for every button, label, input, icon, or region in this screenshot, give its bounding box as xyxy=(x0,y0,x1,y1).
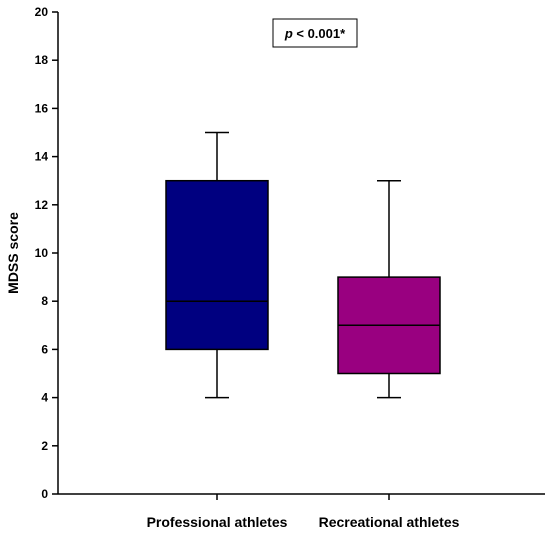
y-tick-label: 18 xyxy=(35,53,49,67)
p-symbol: p xyxy=(284,26,293,41)
p-value-annotation: p < 0.001* xyxy=(272,18,358,48)
y-tick-label: 16 xyxy=(35,101,49,115)
y-axis: 0 2 4 6 8 10 12 14 16 18 20 xyxy=(35,5,59,501)
y-axis-title: MDSS score xyxy=(5,212,21,294)
iqr-box xyxy=(165,179,269,351)
y-tick-label: 14 xyxy=(35,150,49,164)
annotation-box xyxy=(272,18,358,48)
box-series xyxy=(165,131,441,399)
y-tick-label: 4 xyxy=(41,391,48,405)
y-tick-label: 12 xyxy=(35,198,49,212)
y-tick-label: 10 xyxy=(35,246,49,260)
p-rest: < 0.001* xyxy=(293,26,346,41)
y-tick-label: 6 xyxy=(41,342,48,356)
y-tick-label: 20 xyxy=(35,5,49,19)
x-axis: Professional athletes Recreational athlet… xyxy=(58,493,545,530)
y-axis-ticks: 0 2 4 6 8 10 12 14 16 18 20 xyxy=(35,5,58,501)
x-category-label: Professional athletes xyxy=(147,514,288,530)
annotation-text: p < 0.001* xyxy=(284,26,346,41)
x-axis-ticks: Professional athletes Recreational athlet… xyxy=(147,494,460,530)
y-tick-label: 2 xyxy=(41,439,48,453)
box-recreational xyxy=(337,179,441,399)
x-category-label: Recreational athletes xyxy=(319,514,460,530)
y-tick-label: 8 xyxy=(41,294,48,308)
y-tick-label: 0 xyxy=(41,487,48,501)
box-professional xyxy=(165,131,269,399)
